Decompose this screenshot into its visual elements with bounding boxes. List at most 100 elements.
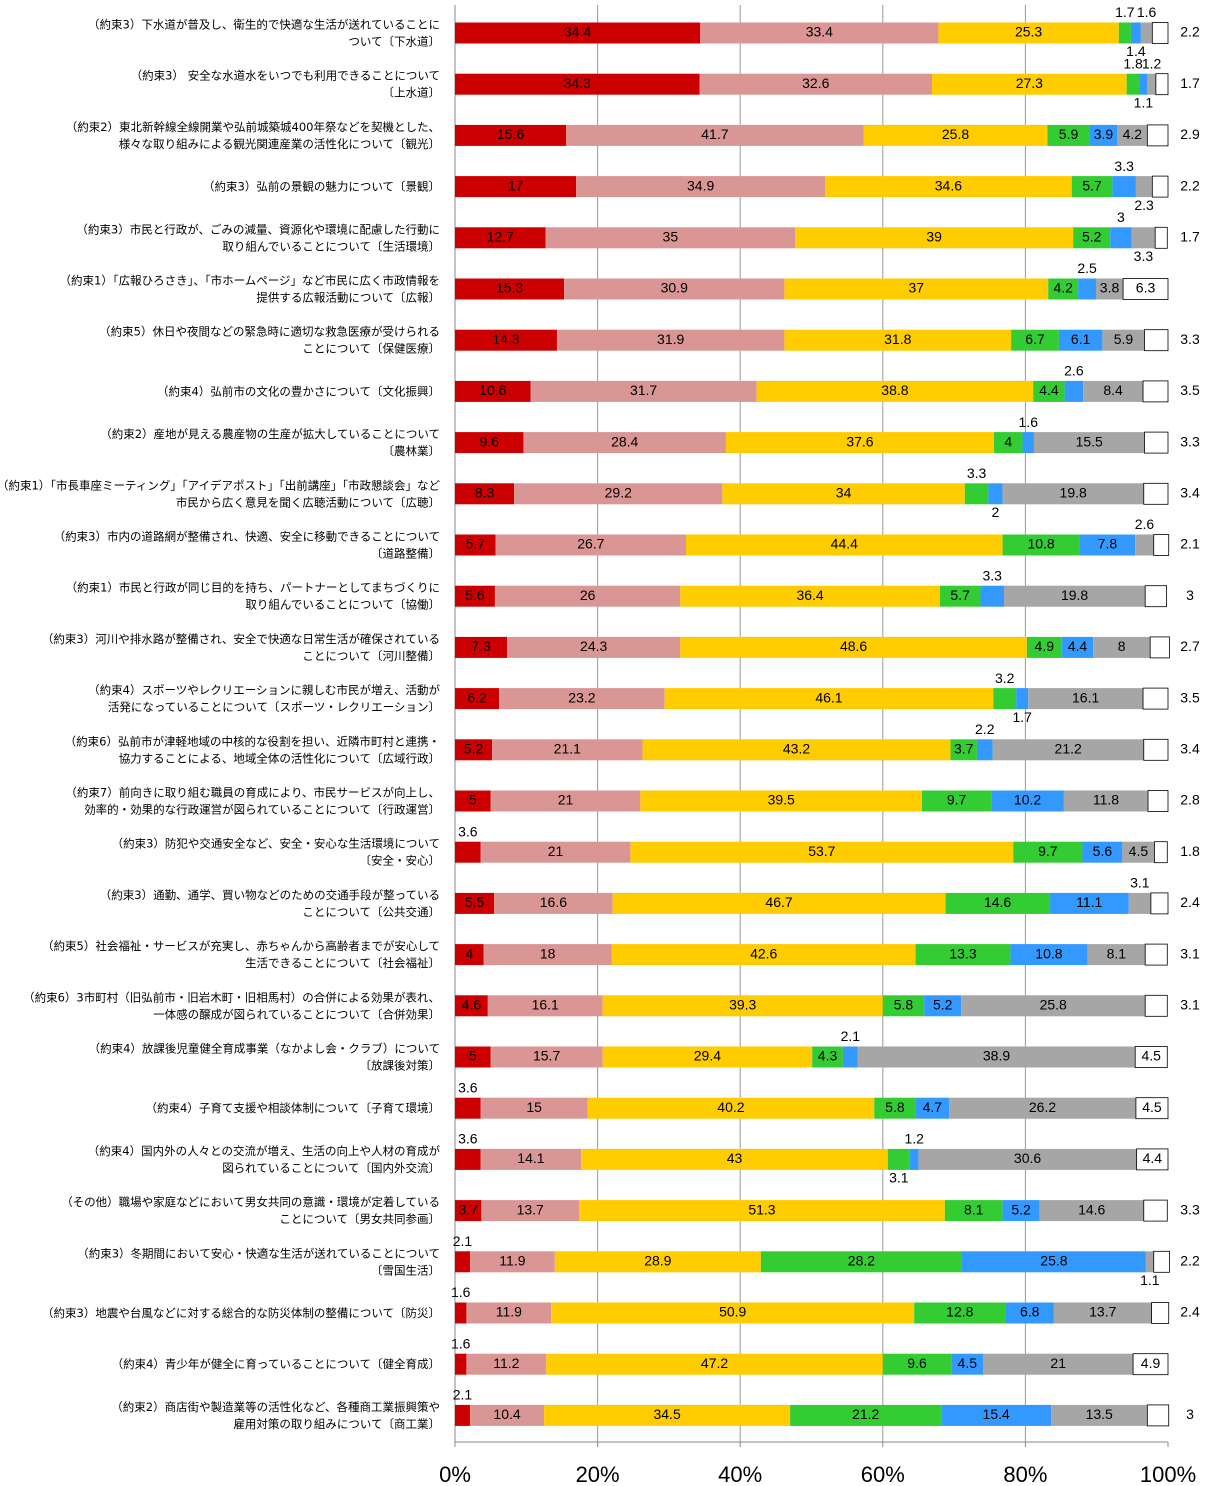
bar-segment <box>874 1097 916 1119</box>
value-label: 5.8 <box>885 1099 905 1115</box>
bar-segment <box>950 739 977 761</box>
value-label: 8.3 <box>475 485 495 501</box>
bar-segment <box>455 892 495 914</box>
bar-segment <box>961 1251 1146 1273</box>
bar-segment <box>680 585 940 607</box>
value-label: 3.9 <box>1094 126 1114 142</box>
bar-segment <box>976 739 993 761</box>
bar-segment <box>1131 227 1156 249</box>
category-label: （約束6）3市町村（旧弘前市・旧岩木町・旧相馬村）の合併による効果が表れ、一体感… <box>23 990 440 1021</box>
bar-segment <box>1144 994 1168 1017</box>
bar-segment <box>922 790 992 812</box>
bar-segment <box>1153 534 1170 556</box>
value-label: 4.5 <box>1142 1099 1162 1115</box>
bar-segment <box>795 227 1074 249</box>
value-label: 26 <box>580 587 596 603</box>
bar-segment <box>1153 1250 1170 1273</box>
value-label: 34.6 <box>935 177 962 193</box>
bar-segment <box>455 585 495 607</box>
value-label: 3.4 <box>1180 741 1200 757</box>
bar-segment <box>455 380 531 402</box>
category-label: （約束3）弘前の景観の魅力について〔景観〕 <box>203 179 440 193</box>
bar-segment <box>455 227 546 249</box>
value-label: 5.2 <box>1082 229 1102 245</box>
bar-segment <box>1005 1302 1054 1324</box>
bar-segment <box>455 688 500 710</box>
bar-segment <box>857 1046 1136 1068</box>
value-label: 25.8 <box>1040 997 1067 1013</box>
category-label: （約束6）弘前市が津軽地域の中核的な役割を担い、近隣市町村と連携・協力することに… <box>65 734 440 765</box>
value-label: 4.3 <box>818 1048 838 1064</box>
bar-segment <box>611 944 916 966</box>
value-label: 4.9 <box>1035 638 1055 654</box>
bar-segment <box>1144 943 1168 966</box>
category-label: （約束5）休日や夜間などの緊急時に適切な救急医療が受けられることについて〔保健医… <box>99 324 440 355</box>
bar-segment <box>455 1302 467 1324</box>
value-label: 47.2 <box>701 1355 728 1371</box>
bar-segment <box>842 1046 858 1068</box>
value-label: 4.2 <box>1123 126 1143 142</box>
value-label: 11.9 <box>499 1253 525 1269</box>
value-label: 39 <box>926 229 942 245</box>
bar-segment <box>564 278 785 300</box>
bar-segment <box>455 1097 481 1119</box>
bar-segment <box>1082 841 1123 863</box>
bar-segment <box>1022 432 1034 454</box>
value-label: 37 <box>909 280 925 296</box>
bar-segment <box>918 1148 1137 1170</box>
category-label: （約束3）河川や排水路が整備され、安全で快適な日常生活が確保されていることについ… <box>42 631 440 662</box>
value-label: 25.3 <box>1015 24 1042 40</box>
bar-segment <box>700 22 939 44</box>
bar-segment <box>455 483 515 505</box>
bar-segment <box>784 329 1012 351</box>
bar-segment <box>551 1302 915 1324</box>
value-label: 30.6 <box>1014 1150 1041 1166</box>
value-label: 3.3 <box>1134 248 1154 264</box>
bar-segment <box>1143 738 1169 761</box>
value-label: 46.1 <box>815 689 842 705</box>
bar-segment <box>490 790 641 812</box>
bar-segment <box>980 585 1005 607</box>
category-label: （約束3）防犯や交通安全など、安全・安心な生活環境について〔安全・安心〕 <box>112 836 440 867</box>
value-label: 31.9 <box>657 331 684 347</box>
value-label: 5.7 <box>1082 177 1102 193</box>
bar-segment <box>1058 329 1103 351</box>
bar-segment <box>492 739 643 761</box>
value-label: 3 <box>1186 587 1194 603</box>
category-label: （約束4）弘前市の文化の豊かさについて〔文化振興〕 <box>157 384 440 398</box>
value-label: 38.8 <box>881 382 908 398</box>
bar-segment <box>469 1251 555 1273</box>
bar-segment <box>455 124 567 146</box>
category-label: （約束5）社会福祉・サービスが充実し、赤ちゃんから高齢者までが安心して生活できる… <box>42 939 440 970</box>
bar-segment <box>1155 73 1169 96</box>
value-label: 14.6 <box>1078 1201 1105 1217</box>
bar-segment <box>1142 687 1169 710</box>
bar-segment <box>602 1046 813 1068</box>
bar-segment <box>1033 380 1065 402</box>
bar-segment <box>725 432 995 454</box>
value-label: 34.4 <box>564 24 591 40</box>
value-label: 2.4 <box>1180 894 1200 910</box>
value-label: 13.5 <box>1086 1406 1113 1422</box>
bar-segment <box>1078 278 1096 300</box>
value-label: 19.8 <box>1060 485 1087 501</box>
bar-segment <box>680 636 1027 658</box>
bar-segment <box>931 73 1127 95</box>
value-label: 25.8 <box>942 126 969 142</box>
value-label: 1.6 <box>451 1284 471 1300</box>
bar-segment <box>949 1097 1136 1119</box>
bar-segment <box>1039 1200 1144 1222</box>
value-label: 2.9 <box>1180 126 1200 142</box>
value-label: 7.3 <box>471 638 491 654</box>
value-label: 3.1 <box>889 1170 909 1186</box>
bar-segment <box>507 636 681 658</box>
value-label: 26.2 <box>1029 1099 1056 1115</box>
bar-segment <box>455 278 565 300</box>
bar-segment <box>994 432 1023 454</box>
category-label: （約束3）下水道が普及し、衛生的で快適な生活が送れていることについて〔下水道〕 <box>88 17 440 48</box>
bar-segment <box>812 1046 843 1068</box>
bar-segment <box>1033 432 1145 454</box>
value-label: 2.1 <box>1180 536 1200 552</box>
bar-segment <box>1130 22 1141 44</box>
bar-segment <box>1151 175 1169 198</box>
